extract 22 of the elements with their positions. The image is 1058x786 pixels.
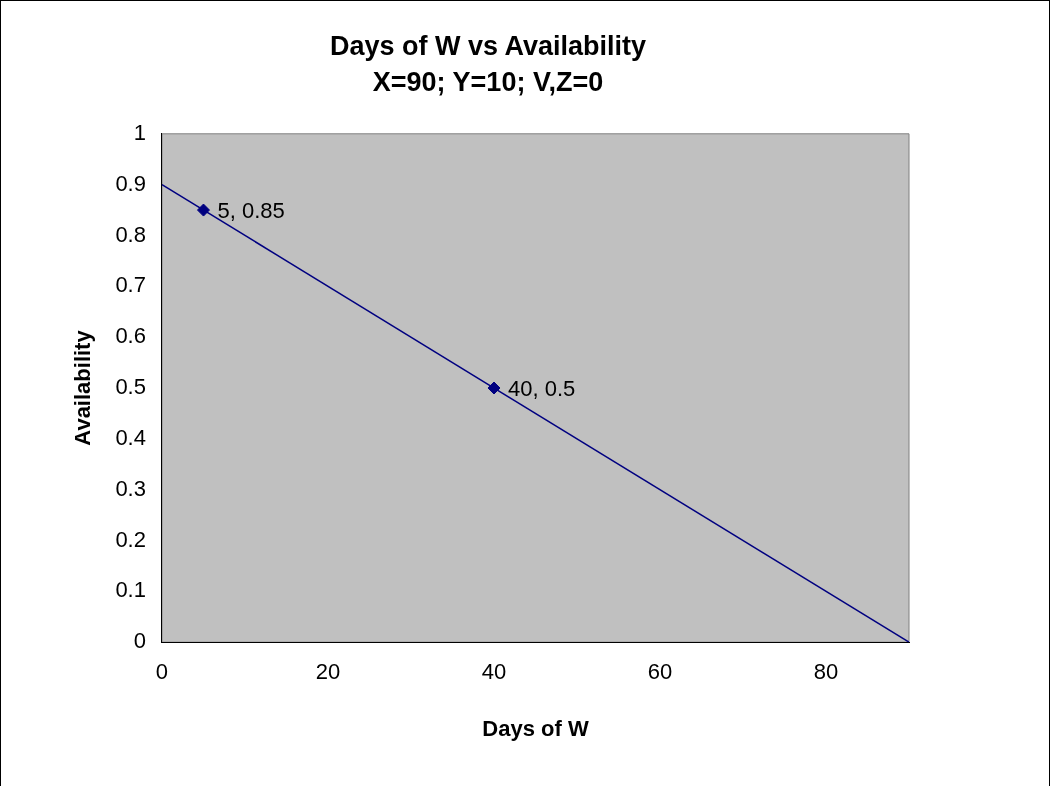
y-tick-label: 0.9 — [115, 170, 146, 196]
annotation: 5, 0.85 — [217, 198, 285, 224]
x-tick-label: 0 — [155, 659, 169, 685]
annotation: 40, 0.5 — [507, 376, 576, 402]
chart-subtitle: X=90; Y=10; V,Z=0 — [372, 67, 604, 98]
x-tick-label: 80 — [813, 659, 839, 685]
x-tick-label: 60 — [647, 659, 673, 685]
y-tick-label: 0.4 — [115, 424, 146, 450]
y-tick-label: 0.3 — [115, 475, 146, 501]
y-tick-label: 0.1 — [115, 577, 146, 603]
y-tick-label: 0.6 — [115, 323, 146, 349]
y-tick-label: 0 — [133, 628, 146, 654]
x-tick-label: 40 — [481, 659, 507, 685]
y-tick-label: 0.5 — [115, 374, 146, 400]
y-tick-label: 0.7 — [115, 272, 146, 298]
y-tick-label: 1 — [133, 119, 146, 145]
x-tick-label: 20 — [315, 659, 341, 685]
y-tick-label: 0.8 — [115, 221, 146, 247]
chart-title: Days of W vs Availability — [329, 30, 647, 61]
y-axis-title: Availability — [70, 329, 96, 446]
x-axis-title: Days of W — [482, 715, 589, 741]
y-tick-label: 0.2 — [115, 526, 146, 552]
